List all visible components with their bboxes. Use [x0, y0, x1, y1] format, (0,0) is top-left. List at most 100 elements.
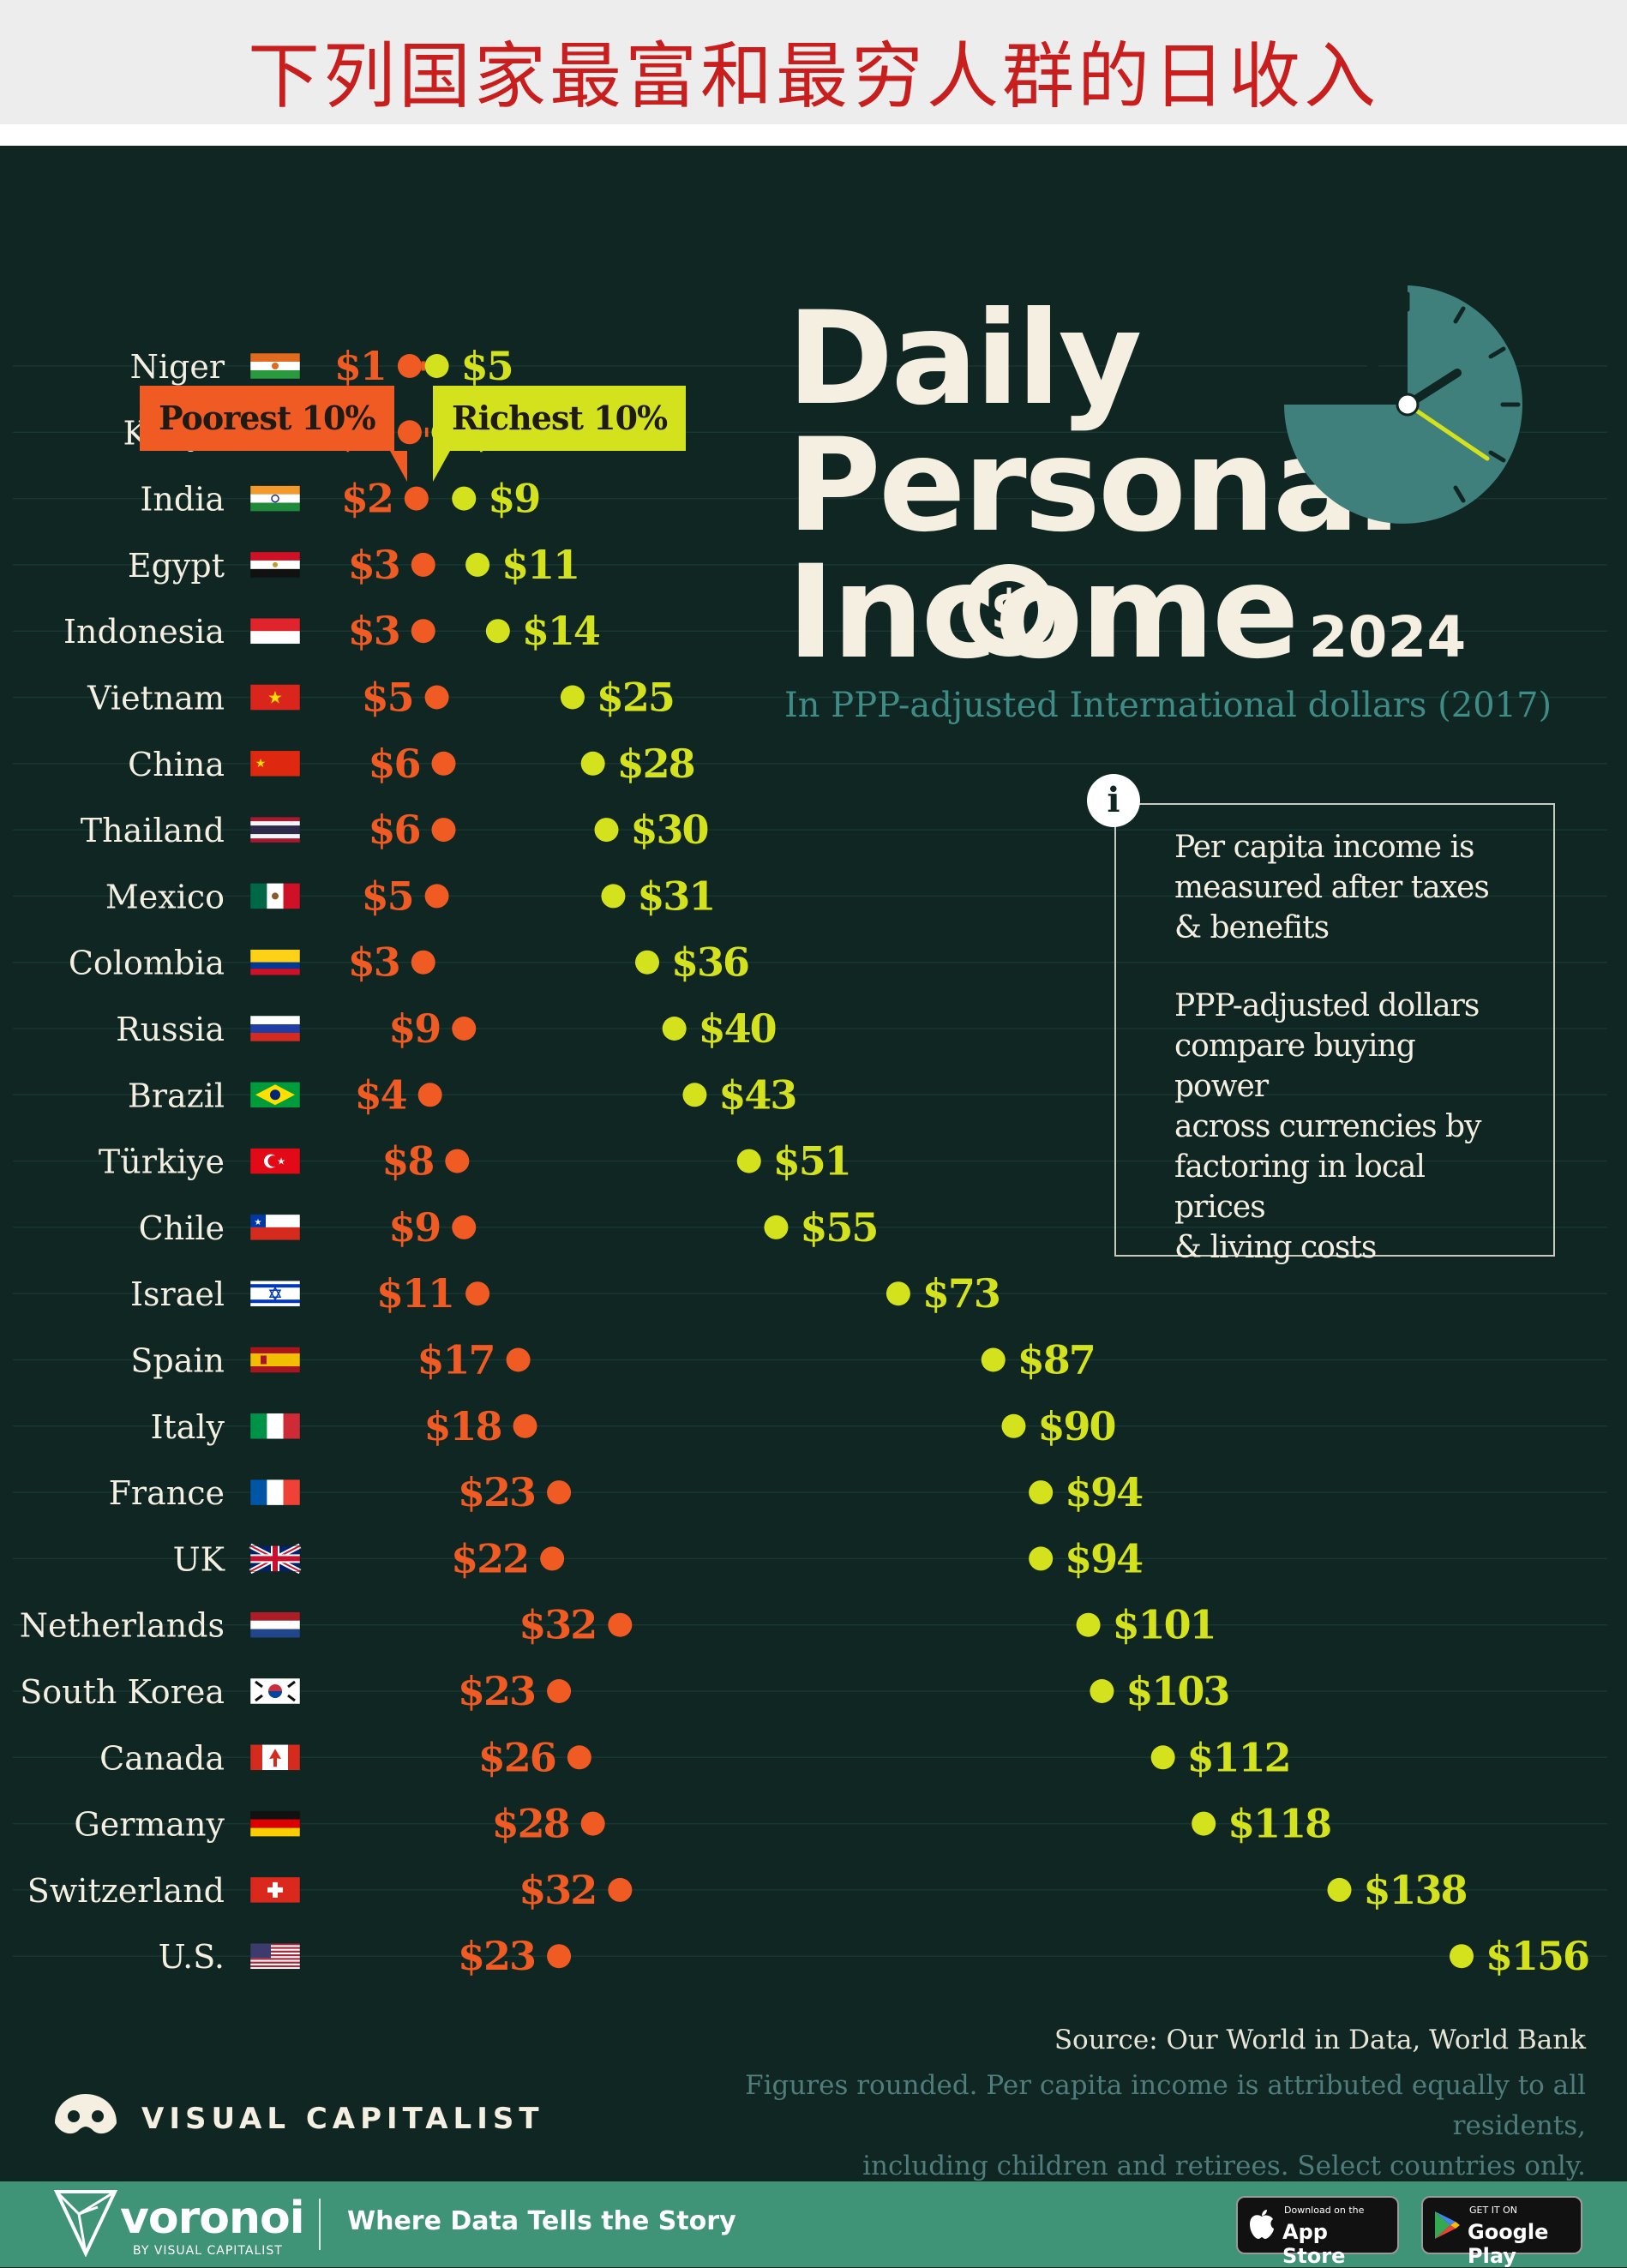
richest-dot: [1029, 1480, 1054, 1505]
flag-border: [249, 1876, 301, 1904]
richest-value-label: $31: [637, 873, 714, 919]
poorest-value-label: $28: [492, 1801, 569, 1847]
richest-value-label: $118: [1228, 1801, 1330, 1847]
richest-value-label: $55: [800, 1204, 877, 1251]
richest-value-label: $73: [922, 1270, 1000, 1317]
flag-icon: [268, 1286, 282, 1301]
flag-icon: [250, 1965, 300, 1968]
country-label: Brazil: [128, 1077, 225, 1114]
chart-subtitle: In PPP-adjusted International dollars (2…: [784, 686, 1552, 725]
source-note: Source: Our World in Data, World Bank: [1054, 2025, 1586, 2055]
flag-icon: [250, 1284, 300, 1288]
poorest-value-label: $17: [417, 1337, 495, 1383]
poorest-value-label: $32: [519, 1602, 596, 1648]
info-line: & benefits: [1174, 910, 1330, 945]
google-play-small: GET IT ON: [1469, 2205, 1518, 2216]
poorest-dot: [452, 1215, 477, 1239]
flag-icon: [283, 1479, 300, 1506]
country-label: China: [128, 746, 225, 783]
richest-dot: [764, 1215, 789, 1239]
richest-value-label: $36: [671, 939, 748, 986]
flag-border: [249, 1744, 301, 1771]
flag-icon: [250, 883, 267, 909]
flag-icon: ★: [255, 757, 267, 771]
flag-icon: [250, 502, 300, 512]
poorest-dot: [424, 685, 449, 710]
legend-poorest: Poorest 10%: [140, 386, 394, 451]
poorest-dot: [404, 486, 429, 511]
flag-border: [249, 1942, 301, 1970]
flag-icon: [250, 1952, 300, 1955]
svg-text:$: $: [990, 579, 1027, 641]
poorest-dot: [513, 1413, 537, 1438]
flag-border: [249, 816, 301, 843]
flag-border: [249, 1413, 301, 1440]
info-line: across currencies by: [1174, 1109, 1481, 1144]
flag-icon: [255, 1680, 296, 1702]
richest-dot: [635, 950, 659, 975]
poorest-value-label: $3: [348, 939, 399, 986]
flag-icon: [250, 1947, 300, 1949]
richest-value-label: $14: [522, 608, 600, 654]
poorest-dot: [411, 950, 435, 975]
voronoi-logo-icon: [53, 2190, 118, 2257]
flag-icon: [250, 1819, 300, 1828]
country-label: Türkiye: [99, 1143, 225, 1181]
google-play-label: Google Play: [1468, 2220, 1549, 2268]
app-store-small: Download on the: [1284, 2205, 1365, 2216]
flag-border: [249, 1545, 301, 1572]
poorest-dot: [452, 1017, 477, 1041]
poorest-dot: [411, 619, 435, 644]
flag-icon: [250, 1227, 300, 1240]
visual-capitalist-brand: VISUAL CAPITALIST: [141, 2102, 544, 2136]
flag-icon: [250, 684, 300, 711]
flag-border: [249, 352, 301, 380]
poorest-value-label: $26: [478, 1734, 555, 1780]
flag-border: [249, 1677, 301, 1705]
flag-border: [249, 1347, 301, 1373]
visual-capitalist-logo-icon: [55, 2094, 117, 2134]
flag-icon: [271, 494, 279, 503]
banner-title: 下列国家最富和最穷人群的日收入: [247, 34, 1379, 118]
flag-icon: [261, 1355, 267, 1365]
google-play-button[interactable]: GET IT ON Google Play: [1421, 2196, 1582, 2268]
poorest-value-label: $3: [348, 542, 399, 588]
poorest-dot: [431, 751, 456, 776]
clock-icon: [1284, 285, 1522, 524]
app-store-button[interactable]: Download on the App Store: [1236, 2196, 1399, 2268]
country-label: Italy: [150, 1408, 225, 1446]
flag-icon: [250, 370, 300, 379]
title-year: 2024: [1308, 604, 1467, 670]
flag-icon: [250, 1943, 271, 1959]
flag-icon: [250, 353, 300, 362]
richest-value-label: $87: [1018, 1337, 1095, 1383]
poorest-value-label: $6: [368, 807, 419, 853]
flag-icon: [250, 1827, 300, 1837]
flag-icon: [250, 962, 300, 969]
flag-icon: [283, 883, 300, 909]
richest-value-label: $112: [1187, 1734, 1290, 1780]
poorest-dot: [465, 1281, 490, 1306]
info-line: compare buying power: [1174, 1029, 1416, 1104]
poorest-value-label: $23: [458, 1469, 535, 1515]
country-label: Chile: [139, 1209, 225, 1247]
flag-icon: [273, 561, 278, 567]
poorest-dot: [411, 552, 435, 577]
info-line: measured after taxes: [1174, 870, 1490, 905]
flag-icon: [250, 1024, 300, 1033]
country-label: Vietnam: [87, 680, 225, 717]
richest-value-label: $103: [1126, 1668, 1228, 1714]
flag-icon: [250, 551, 300, 561]
poorest-dot: [397, 420, 422, 445]
richest-value-label: $94: [1065, 1535, 1143, 1581]
country-label: U.S.: [159, 1938, 225, 1976]
flag-icon: [250, 949, 300, 963]
apple-icon: [1250, 2210, 1274, 2239]
poorest-value-label: $9: [388, 1005, 440, 1052]
flag-border: [249, 617, 301, 645]
country-label: Switzerland: [27, 1872, 225, 1910]
flag-border: [249, 485, 301, 512]
flag-icon: [250, 1556, 300, 1562]
flag-icon: [270, 1089, 280, 1101]
richest-dot: [1150, 1745, 1175, 1770]
